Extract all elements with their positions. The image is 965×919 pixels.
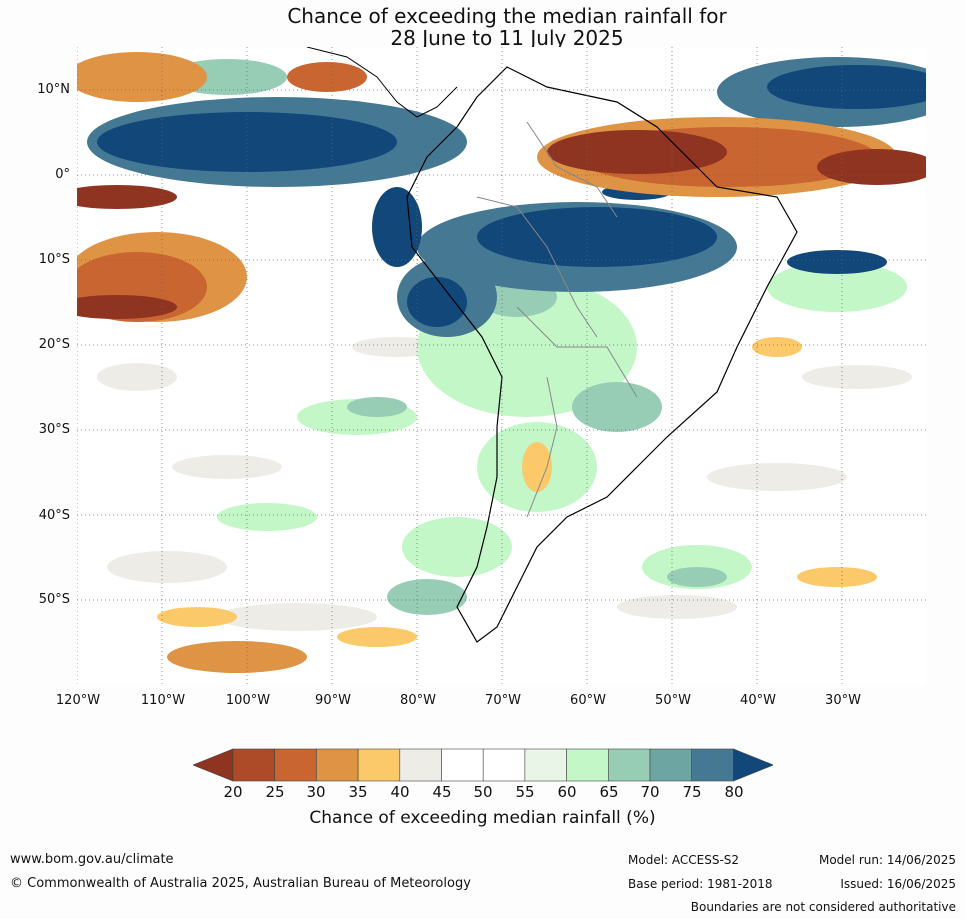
lat-tick-30s: 30°S <box>38 422 70 437</box>
colorbar-title: Chance of exceeding median rainfall (%) <box>309 808 656 828</box>
colorbar-swatch <box>274 748 317 782</box>
colorbar-swatch <box>607 748 651 782</box>
colorbar-label-55: 55 <box>515 783 535 801</box>
south-america-coastline <box>406 66 798 643</box>
colorbar-swatch <box>316 748 359 782</box>
lat-tick-40s: 40°S <box>38 508 70 523</box>
colorbar-swatch <box>691 748 734 782</box>
rainfall-anomaly-field <box>77 47 926 685</box>
lon-tick-40w: 40°W <box>740 693 776 708</box>
lat-tick-0: 0° <box>55 167 70 182</box>
lon-tick-60w: 60°W <box>570 693 606 708</box>
colorbar-swatch <box>232 748 276 782</box>
colorbar-label-30: 30 <box>306 783 326 801</box>
colorbar-label-45: 45 <box>432 783 452 801</box>
lat-tick-20s: 20°S <box>38 337 70 352</box>
map-title-line2: 28 June to 11 July 2025 <box>390 26 624 50</box>
bom-climate-link[interactable]: www.bom.gov.au/climate <box>10 852 174 867</box>
colorbar-swatch <box>566 748 609 782</box>
colorbar-swatch <box>524 748 567 782</box>
colorbar-extend-high <box>733 748 773 782</box>
colorbar-label-50: 50 <box>473 783 493 801</box>
lon-tick-70w: 70°W <box>485 693 521 708</box>
lon-tick-110w: 110°W <box>140 693 186 708</box>
rainfall-map <box>77 47 926 685</box>
lon-tick-30w: 30°W <box>825 693 861 708</box>
colorbar-label-35: 35 <box>348 783 368 801</box>
model-name: Model: ACCESS-S2 <box>628 853 740 867</box>
lon-tick-50w: 50°W <box>655 693 691 708</box>
country-borders <box>476 121 638 518</box>
base-period: Base period: 1981-2018 <box>628 877 773 891</box>
colorbar-swatch <box>649 748 693 782</box>
model-run-date: Model run: 14/06/2025 <box>818 853 956 867</box>
lat-tick-50s: 50°S <box>38 592 70 607</box>
colorbar-label-40: 40 <box>390 783 410 801</box>
issued-date: Issued: 16/06/2025 <box>840 877 956 891</box>
graticule <box>77 47 926 685</box>
colorbar-label-60: 60 <box>557 783 577 801</box>
map-title-line1: Chance of exceeding the median rainfall … <box>287 4 727 28</box>
colorbar-label-65: 65 <box>599 783 619 801</box>
lon-tick-90w: 90°W <box>315 693 351 708</box>
colorbar-label-20: 20 <box>223 783 243 801</box>
colorbar-label-80: 80 <box>724 783 744 801</box>
boundaries-disclaimer: Boundaries are not considered authoritat… <box>690 900 956 914</box>
central-america-coastline <box>306 47 458 118</box>
lon-tick-100w: 100°W <box>225 693 271 708</box>
lat-tick-10s: 10°S <box>38 252 70 267</box>
lat-tick-10n: 10°N <box>37 82 70 97</box>
colorbar-swatch <box>482 748 526 782</box>
colorbar-swatch <box>357 748 401 782</box>
colorbar-label-25: 25 <box>265 783 285 801</box>
colorbar-label-75: 75 <box>682 783 702 801</box>
colorbar-swatch <box>441 748 484 782</box>
colorbar-swatch <box>399 748 442 782</box>
copyright-text: © Commonwealth of Australia 2025, Austra… <box>10 876 471 891</box>
lon-tick-80w: 80°W <box>400 693 436 708</box>
colorbar <box>193 748 773 782</box>
colorbar-label-70: 70 <box>640 783 660 801</box>
colorbar-extend-low <box>193 748 234 782</box>
lon-tick-120w: 120°W <box>55 693 101 708</box>
